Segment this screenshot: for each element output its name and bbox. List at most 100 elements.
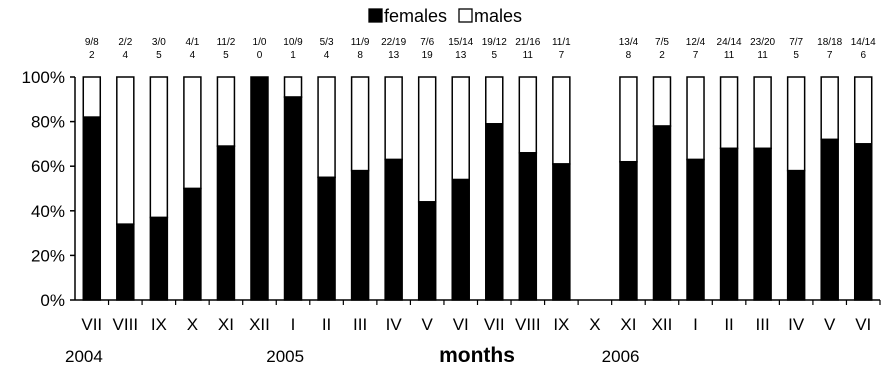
bar-females: [853, 143, 873, 301]
bar-annotation-ratio: 18/18: [817, 37, 842, 48]
bar-females: [350, 169, 370, 301]
bar-annotation-ratio: 15/14: [448, 37, 473, 48]
bar-males: [116, 76, 135, 225]
x-tick-label: XI: [218, 315, 234, 334]
bar-annotation-count: 0: [257, 50, 263, 61]
bar-annotation-count: 1: [290, 50, 296, 61]
bar-annotation-count: 5: [491, 50, 497, 61]
x-tick-label: III: [353, 315, 367, 334]
x-tick-label: XI: [620, 315, 636, 334]
bar-females: [317, 176, 336, 301]
bar-males: [686, 76, 705, 161]
bar-annotation-count: 5: [793, 50, 799, 61]
bar-annotation-ratio: 9/8: [85, 37, 99, 48]
bar-annotations: 9/8 2 2/2 4 3/0 5 4/1 4 11/2 5 1/0 0 10/9 1 5/3 4 11/9 8 2…: [85, 37, 876, 61]
bar-males: [283, 76, 303, 98]
bar-females: [149, 216, 169, 301]
bar-males: [518, 76, 538, 154]
bar-females: [753, 147, 772, 301]
bar-annotation-count: 8: [357, 50, 363, 61]
bar-females: [116, 223, 135, 301]
bar-annotation-count: 2: [659, 50, 665, 61]
bar-annotation-count: 11: [523, 50, 534, 61]
bar-annotation-ratio: 19/12: [482, 37, 507, 48]
y-tick-label: 40%: [31, 202, 65, 221]
bar-annotation-ratio: 7/5: [655, 37, 669, 48]
x-tick-label: II: [322, 315, 331, 334]
bar-males: [417, 76, 437, 203]
bar-annotation-ratio: 7/7: [789, 37, 803, 48]
y-tick-label: 80%: [31, 113, 65, 132]
bar-males: [384, 76, 403, 161]
bars: [82, 76, 873, 301]
bar-males: [753, 76, 772, 150]
bar-males: [216, 76, 236, 147]
x-tick-label: IV: [788, 315, 805, 334]
x-tick-label: XII: [652, 315, 673, 334]
bar-annotation-ratio: 23/20: [750, 37, 775, 48]
bar-females: [686, 158, 705, 301]
bar-females: [552, 163, 571, 301]
x-tick-label: VI: [855, 315, 871, 334]
bar-females: [485, 123, 504, 301]
bar-males: [786, 76, 806, 172]
bar-annotation-ratio: 2/2: [118, 37, 132, 48]
x-tick-label: II: [724, 315, 733, 334]
x-axis-label: months: [439, 344, 515, 367]
bar-annotation-count: 2: [89, 50, 95, 61]
bar-males: [451, 76, 470, 181]
bar-annotation-count: 7: [693, 50, 699, 61]
bar-males: [149, 76, 169, 219]
bar-females: [719, 147, 739, 301]
bar-annotation-ratio: 21/16: [515, 37, 540, 48]
legend-label-females: females: [384, 6, 447, 26]
bar-males: [552, 76, 571, 165]
y-tick-label: 20%: [31, 246, 65, 265]
bar-annotation-count: 5: [223, 50, 229, 61]
bar-females: [283, 96, 303, 301]
y-tick-label: 100%: [22, 68, 65, 87]
bar-females: [216, 145, 236, 301]
bar-annotation-ratio: 13/4: [619, 37, 639, 48]
x-axis: VII VIII IX X XI XII I II III IV V VI VII VIII IX X XI XI…: [65, 299, 881, 366]
bar-annotation-ratio: 11/9: [351, 37, 370, 48]
legend-swatch-females: [368, 8, 383, 23]
bar-females: [820, 138, 839, 301]
bar-females: [417, 201, 437, 301]
x-tick-label: X: [589, 315, 600, 334]
bar-males: [350, 76, 370, 172]
bar-males: [485, 76, 504, 125]
bar-annotation-count: 8: [626, 50, 632, 61]
y-tick-label: 0%: [40, 291, 65, 310]
x-tick-label: XII: [249, 315, 270, 334]
x-tick-label: IX: [151, 315, 167, 334]
x-tick-label: VI: [453, 315, 469, 334]
bar-annotation-count: 5: [156, 50, 162, 61]
x-tick-label: VIII: [515, 315, 541, 334]
bar-annotation-count: 4: [123, 50, 129, 61]
bar-annotation-count: 19: [422, 50, 434, 61]
bar-annotation-ratio: 22/19: [381, 37, 406, 48]
bar-males: [82, 76, 102, 118]
bar-males: [183, 76, 202, 190]
bar-females: [619, 160, 638, 301]
bar-annotation-ratio: 24/14: [717, 37, 742, 48]
legend-label-males: males: [474, 6, 522, 26]
x-tick-label: III: [756, 315, 770, 334]
bar-males: [820, 76, 839, 141]
year-label: 2006: [602, 347, 640, 366]
year-label: 2004: [65, 347, 103, 366]
bar-males: [652, 76, 672, 127]
legend: females males: [368, 6, 522, 26]
bar-annotation-count: 11: [724, 50, 735, 61]
y-axis: 0% 20% 40% 60% 80% 100%: [22, 68, 76, 310]
bar-annotation-ratio: 4/1: [185, 37, 199, 48]
y-tick-label: 60%: [31, 157, 65, 176]
bar-annotation-count: 7: [559, 50, 565, 61]
year-label: 2005: [266, 347, 304, 366]
x-tick-label: I: [291, 315, 296, 334]
bar-annotation-ratio: 3/0: [152, 37, 166, 48]
x-tick-label: VIII: [113, 315, 139, 334]
x-tick-label: V: [422, 315, 434, 334]
bar-annotation-ratio: 12/4: [686, 37, 706, 48]
